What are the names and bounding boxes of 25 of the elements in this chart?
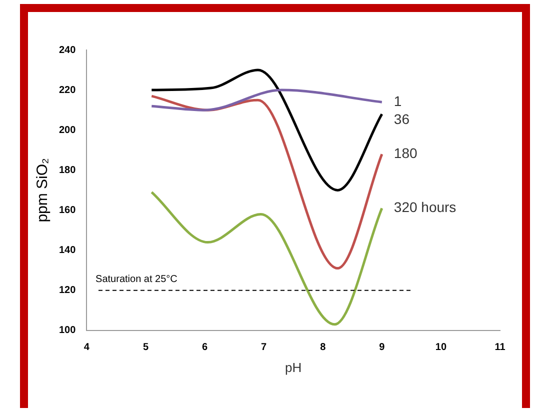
- y-tick-label: 180: [58, 164, 76, 176]
- x-tick-label: 9: [379, 342, 386, 354]
- line-series: [150, 88, 384, 112]
- ref-line-label: Saturation at 25°C: [96, 274, 178, 286]
- series-label: 180: [394, 145, 418, 162]
- x-tick-label: 5: [142, 342, 149, 354]
- x-tick-label: 8: [320, 342, 326, 354]
- y-tick-label: 160: [58, 204, 76, 216]
- x-tick-label: 6: [202, 342, 208, 354]
- y-tick-label: 240: [58, 44, 76, 56]
- series-label: 320 hours: [394, 199, 456, 216]
- x-tick-label: 10: [435, 342, 447, 354]
- series-label: 36: [394, 110, 410, 127]
- x-tick-label: 4: [84, 342, 90, 354]
- line-series: [150, 68, 384, 192]
- x-tick-label: 11: [494, 342, 506, 354]
- y-tick-label: 140: [58, 245, 76, 256]
- x-axis-title: pH: [285, 360, 302, 375]
- series-label: 1: [394, 92, 402, 109]
- y-tick-label: 100: [58, 325, 76, 336]
- y-axis-title: ppm SiO₂: [34, 158, 52, 222]
- y-tick-label: 220: [58, 84, 76, 96]
- x-tick-label: 7: [261, 342, 268, 354]
- y-tick-label: 120: [58, 285, 76, 296]
- y-tick-label: 200: [58, 124, 76, 136]
